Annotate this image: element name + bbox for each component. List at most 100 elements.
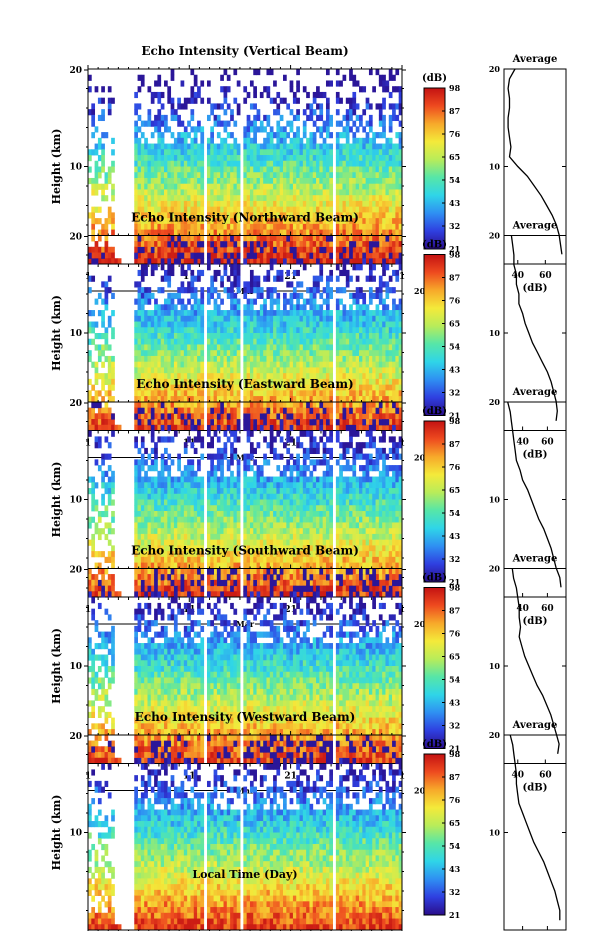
heatmap-cell	[97, 137, 102, 144]
heatmap-cell	[213, 200, 218, 208]
heatmap-cell	[302, 109, 307, 116]
heatmap-cell	[335, 160, 340, 167]
heatmap-cell	[359, 223, 363, 230]
heatmap-cell	[233, 344, 238, 351]
heatmap-cell	[395, 396, 400, 403]
colorbar-tick-label: 21	[449, 244, 460, 254]
heatmap-cell	[134, 189, 138, 196]
heatmap-cell	[164, 568, 168, 575]
heatmap-cell	[299, 149, 304, 156]
heatmap-cell	[329, 344, 333, 351]
heatmap-cell	[226, 315, 231, 322]
heatmap-cell	[101, 482, 105, 489]
heatmap-cell	[345, 235, 350, 242]
heatmap-cell	[111, 373, 115, 380]
heatmap-cell	[233, 373, 238, 380]
heatmap-cell	[160, 556, 165, 563]
heatmap-cell	[266, 275, 271, 282]
heatmap-cell	[190, 86, 195, 93]
heatmap-cell	[355, 103, 360, 110]
heatmap-cell	[276, 396, 281, 403]
heatmap-cell	[137, 269, 142, 277]
heatmap-cell	[206, 235, 211, 242]
heatmap-cell	[101, 321, 105, 328]
heatmap-cell	[180, 327, 185, 334]
heatmap-cell	[140, 218, 145, 225]
heatmap-cell	[368, 200, 373, 208]
heatmap-cell	[94, 172, 99, 179]
heatmap-cell	[230, 269, 234, 277]
heatmap-cell	[97, 465, 102, 472]
heatmap-cell	[352, 223, 357, 230]
heatmap-cell	[316, 126, 320, 133]
heatmap-cell	[319, 183, 324, 190]
heatmap-cell	[220, 338, 224, 345]
heatmap-cell	[154, 533, 158, 541]
heatmap-cell	[170, 350, 175, 357]
heatmap-cell	[236, 166, 241, 173]
heatmap-cell	[372, 252, 376, 259]
heatmap-cell	[319, 246, 324, 254]
heatmap-cell	[273, 200, 277, 208]
heatmap-cell	[97, 310, 102, 317]
heatmap-cell	[296, 126, 300, 133]
heatmap-cell	[154, 338, 158, 345]
heatmap-cell	[160, 407, 165, 414]
heatmap-cell	[230, 384, 234, 391]
heatmap-cell	[150, 223, 155, 230]
heatmap-cell	[140, 344, 145, 351]
heatmap-cell	[220, 315, 224, 322]
heatmap-cell	[233, 333, 238, 340]
heatmap-cell	[104, 258, 109, 265]
heatmap-cell	[256, 424, 261, 431]
heatmap-cell	[325, 298, 330, 305]
heatmap-cell	[200, 344, 205, 351]
heatmap-cell	[206, 321, 211, 328]
heatmap-cell	[292, 419, 297, 426]
heatmap-cell	[183, 223, 188, 230]
heatmap-cell	[97, 436, 102, 443]
heatmap-cell	[164, 315, 168, 322]
heatmap-cell	[306, 195, 310, 202]
heatmap-cell	[319, 229, 324, 236]
avg-y-tick-label: 10	[489, 328, 501, 338]
heatmap-cell	[292, 172, 297, 179]
heatmap-cell	[375, 413, 380, 420]
heatmap-cell	[223, 86, 228, 93]
heatmap-cell	[398, 206, 403, 213]
heatmap-cell	[154, 91, 158, 99]
heatmap-cell	[359, 137, 363, 144]
heatmap-cell	[111, 149, 115, 156]
heatmap-cell	[213, 149, 218, 156]
heatmap-cell	[157, 482, 162, 489]
heatmap-cell	[249, 195, 254, 202]
heatmap-cell	[279, 361, 284, 368]
heatmap-cell	[104, 453, 109, 460]
heatmap-cell	[319, 223, 324, 230]
heatmap-cell	[325, 373, 330, 380]
heatmap-cell	[134, 212, 138, 219]
heatmap-cell	[322, 246, 327, 254]
heatmap-cell	[325, 212, 330, 219]
heatmap-cell	[382, 120, 386, 127]
heatmap-cell	[167, 155, 172, 162]
heatmap-cell	[325, 189, 330, 196]
heatmap-cell	[236, 315, 241, 322]
heatmap-cell	[157, 246, 162, 253]
heatmap-cell	[269, 390, 274, 397]
heatmap-cell	[104, 579, 109, 586]
heatmap-cell	[263, 229, 267, 236]
heatmap-cell	[309, 177, 314, 185]
heatmap-cell	[359, 183, 363, 190]
heatmap-cell	[302, 390, 307, 397]
heatmap-cell	[160, 338, 165, 345]
heatmap-cell	[269, 97, 274, 104]
heatmap-cell	[355, 241, 360, 248]
heatmap-cell	[365, 229, 370, 236]
heatmap-cell	[177, 103, 181, 110]
heatmap-cell	[213, 275, 218, 282]
heatmap-cell	[345, 390, 350, 397]
heatmap-cell	[359, 200, 363, 208]
heatmap-cell	[150, 384, 155, 391]
